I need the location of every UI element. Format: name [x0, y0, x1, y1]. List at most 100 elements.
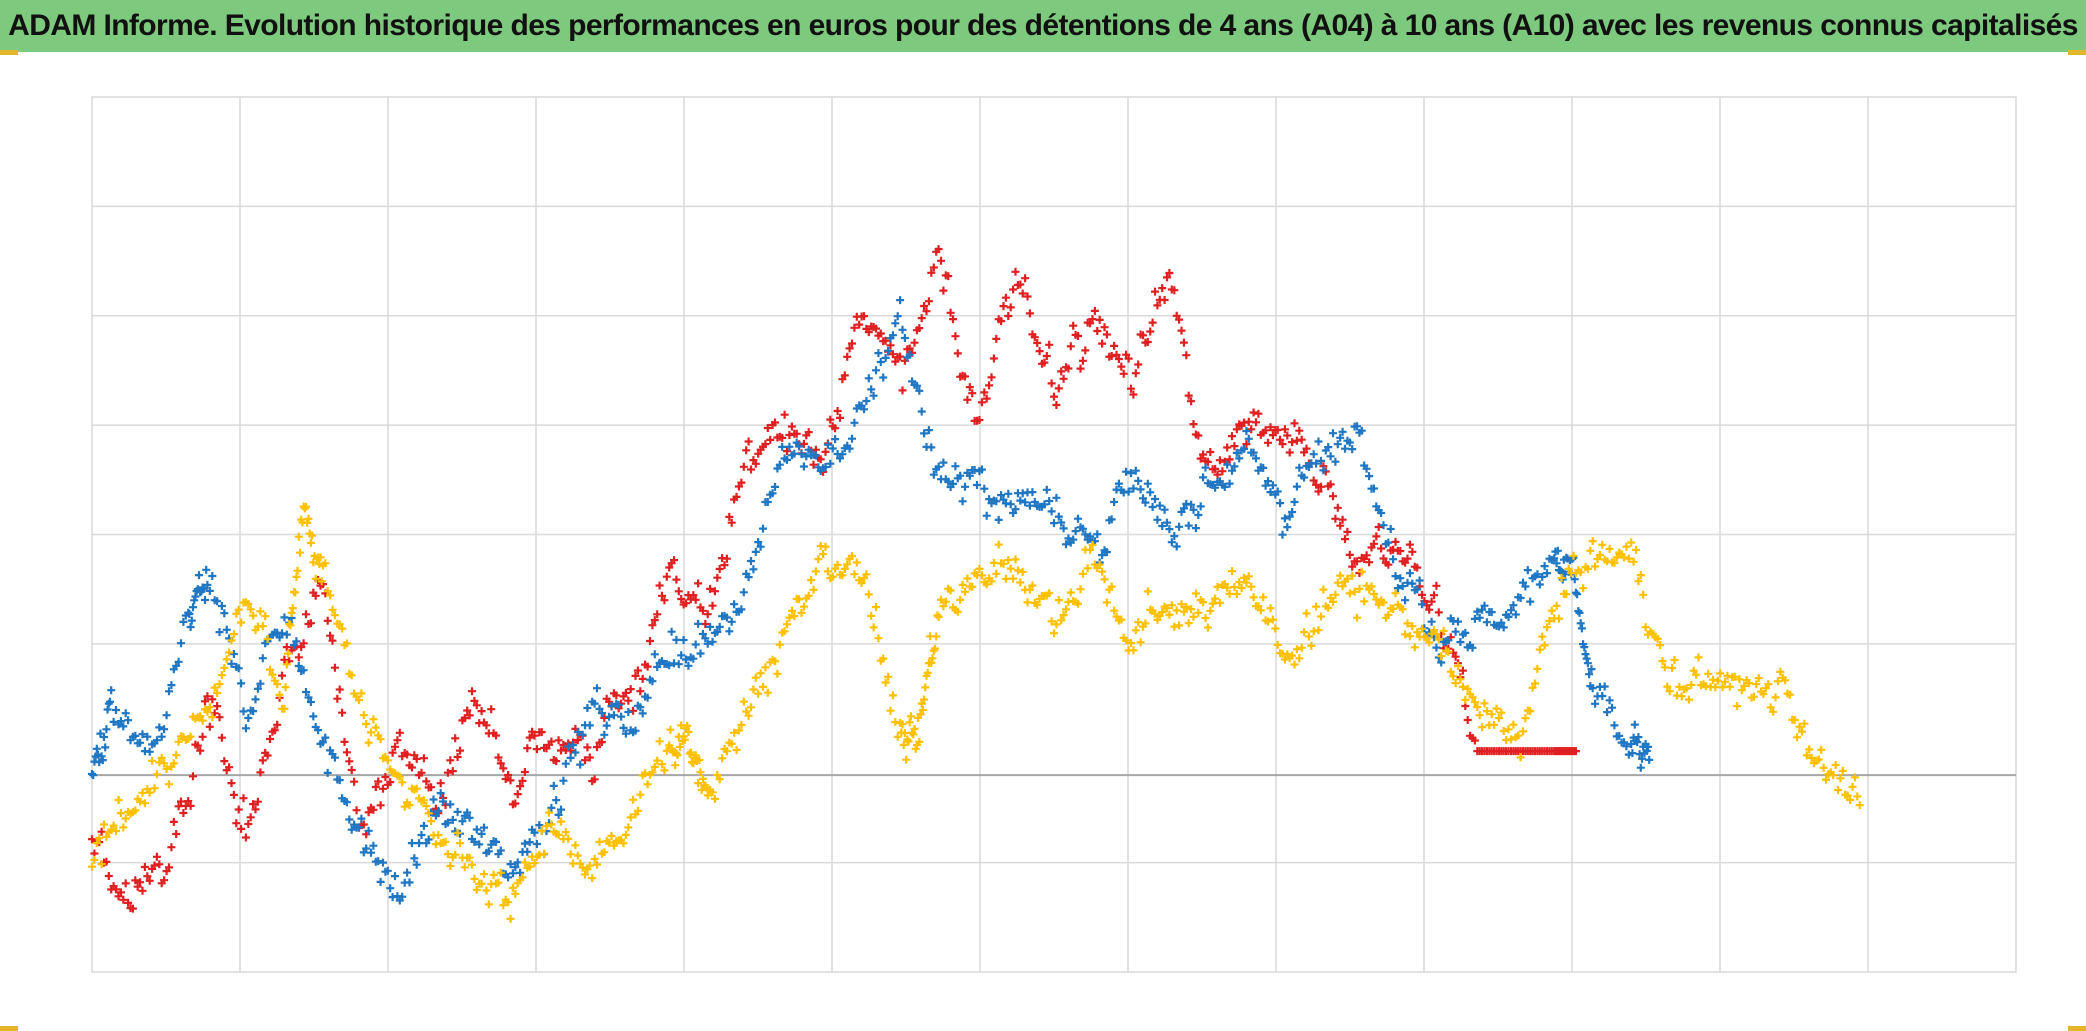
data-point [1533, 570, 1542, 579]
data-point [682, 655, 690, 664]
data-point [648, 621, 657, 630]
data-point [1446, 667, 1455, 676]
data-point [701, 634, 710, 643]
data-point [338, 708, 347, 717]
data-point [415, 839, 424, 848]
data-point [706, 622, 715, 631]
data-point [1499, 623, 1508, 632]
data-point [1191, 589, 1200, 598]
data-point [121, 814, 130, 823]
data-point [927, 268, 936, 277]
data-point [217, 602, 226, 610]
data-point [376, 801, 385, 810]
data-point [1276, 435, 1285, 444]
data-point [1050, 519, 1058, 528]
data-point [114, 796, 123, 804]
data-point [1292, 645, 1301, 654]
data-point [1127, 469, 1135, 478]
data-point [296, 548, 304, 557]
data-point [934, 462, 943, 471]
data-point [756, 542, 765, 551]
data-point [1749, 692, 1758, 701]
data-point [1278, 530, 1287, 539]
data-point [1396, 547, 1405, 555]
data-point [239, 794, 248, 803]
data-point [761, 440, 770, 449]
data-point [629, 795, 638, 804]
data-point [1410, 643, 1419, 652]
data-point [465, 853, 474, 862]
data-point [1288, 438, 1297, 447]
data-point [912, 381, 921, 390]
chart-title-bar: ADAM Informe. Evolution historique des p… [0, 0, 2086, 52]
data-point [795, 595, 804, 604]
data-point [944, 477, 953, 486]
data-point [775, 640, 784, 649]
data-point [1264, 477, 1272, 486]
data-point [1179, 607, 1188, 616]
data-point [292, 572, 301, 581]
data-point [691, 595, 700, 604]
data-point [109, 717, 118, 726]
data-point [874, 349, 883, 358]
data-point [1398, 582, 1407, 591]
data-point [785, 442, 794, 451]
data-point [689, 591, 698, 600]
data-point [1093, 530, 1102, 539]
data-point [1211, 464, 1220, 473]
data-point [189, 603, 197, 612]
data-point [1622, 542, 1631, 551]
data-point [1122, 467, 1131, 476]
data-point [1230, 462, 1239, 471]
data-point [833, 407, 842, 415]
data-point [1523, 566, 1532, 575]
data-point [321, 559, 330, 568]
data-point [203, 580, 212, 589]
data-point [708, 637, 717, 646]
data-point [424, 835, 433, 844]
data-point [636, 687, 645, 696]
data-point [653, 610, 662, 619]
data-point [1555, 614, 1563, 623]
data-point [102, 857, 111, 866]
data-point [655, 737, 664, 746]
data-point [1093, 327, 1102, 335]
data-point [1798, 727, 1806, 736]
data-point [1206, 606, 1215, 615]
data-point [516, 782, 525, 791]
data-point [1086, 319, 1095, 328]
data-point [1001, 293, 1010, 302]
data-point [124, 716, 133, 725]
data-point [1740, 681, 1749, 690]
data-point [1081, 530, 1090, 539]
data-point [778, 433, 787, 442]
data-point [136, 797, 145, 806]
data-point [1405, 569, 1414, 578]
data-point [1550, 554, 1559, 563]
data-point [1054, 596, 1063, 605]
data-point [737, 720, 746, 729]
data-point [1225, 589, 1234, 598]
data-point [941, 597, 950, 606]
data-point [1558, 575, 1567, 584]
data-point [725, 512, 734, 521]
data-point [1244, 434, 1253, 443]
data-point [525, 838, 534, 847]
data-point [1665, 687, 1674, 696]
data-point [1045, 589, 1054, 598]
data-point [1052, 401, 1061, 409]
data-point [1127, 639, 1135, 648]
data-point [571, 748, 580, 757]
data-point [1244, 417, 1253, 426]
data-point [244, 714, 253, 722]
data-point [722, 554, 731, 563]
data-point [742, 446, 751, 455]
data-point [145, 788, 154, 797]
data-point [1112, 350, 1121, 359]
data-point [1172, 542, 1181, 551]
data-point [1571, 588, 1580, 597]
data-point [249, 707, 258, 716]
data-point [643, 662, 652, 671]
data-point [595, 704, 604, 713]
data-point [1021, 274, 1030, 283]
